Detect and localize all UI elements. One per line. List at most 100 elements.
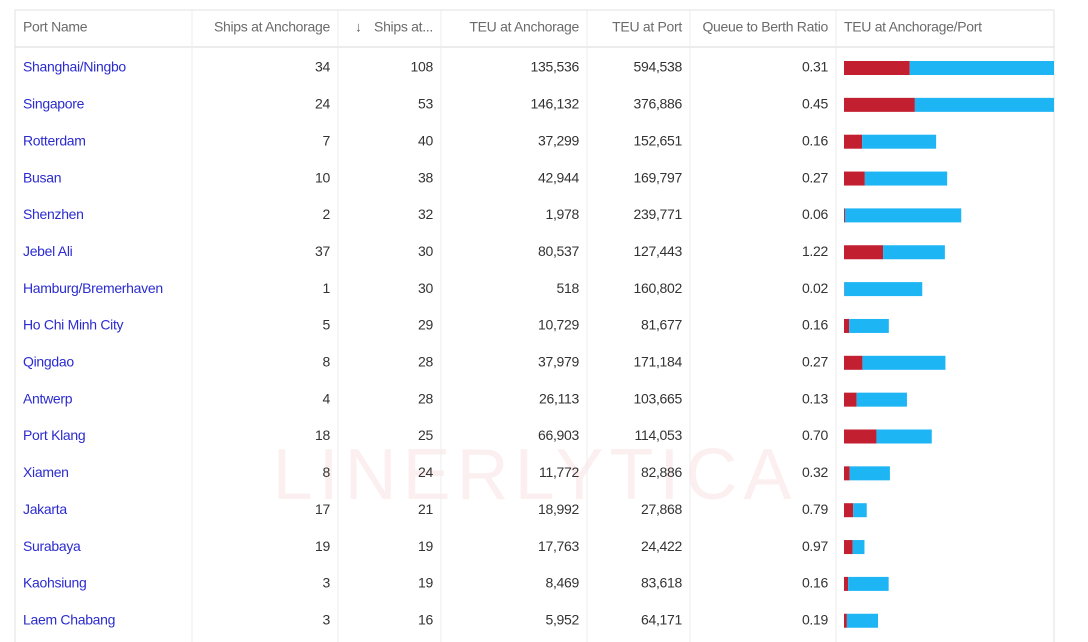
port-name: Hamburg/Bremerhaven: [23, 280, 163, 296]
bar-port: [853, 503, 867, 518]
cell: 5,952: [545, 611, 579, 627]
sort-arrow[interactable]: ↓: [355, 19, 362, 35]
bar-port: [844, 208, 962, 223]
cell: 81,677: [641, 317, 683, 333]
header[interactable]: Ships at Anchorage: [214, 19, 331, 35]
watermark: LINERLYTICA: [273, 435, 798, 515]
bar-anchorage: [844, 429, 877, 444]
header[interactable]: TEU at Port: [612, 19, 683, 35]
cell: 24,422: [641, 538, 683, 554]
bar-port: [856, 392, 907, 407]
bar-port: [883, 245, 945, 260]
cell: 28: [418, 390, 433, 406]
cell: 594,538: [633, 59, 682, 75]
header[interactable]: Ships at...: [374, 19, 433, 35]
port-name: Singapore: [23, 96, 85, 112]
table-frame: [14, 9, 1055, 642]
cell: 376,886: [633, 96, 682, 112]
cell: 11,772: [539, 464, 579, 480]
cell: 42,944: [538, 169, 580, 185]
bar-anchorage: [844, 171, 865, 186]
bar-anchorage: [844, 208, 845, 223]
cell: 10: [315, 169, 330, 185]
bar-anchorage: [844, 503, 854, 518]
cell: 38: [418, 169, 433, 185]
bar-port: [846, 613, 879, 628]
cell: 108: [411, 59, 434, 75]
header[interactable]: TEU at Anchorage: [469, 19, 579, 35]
cell: 0.02: [802, 280, 829, 296]
cell: 37,979: [538, 354, 580, 370]
cell: 0.45: [802, 96, 829, 112]
bar-anchorage: [844, 576, 849, 591]
cell: 2: [323, 206, 331, 222]
port-name: Shenzhen: [23, 206, 84, 222]
bar-anchorage: [844, 540, 853, 555]
cell: 19: [418, 538, 433, 554]
bar-anchorage: [844, 245, 884, 260]
header[interactable]: TEU at Anchorage/Port: [844, 19, 982, 35]
header[interactable]: Queue to Berth Ratio: [702, 19, 828, 35]
cell: 53: [418, 96, 433, 112]
bar-port: [844, 282, 923, 297]
bar-port: [862, 134, 937, 149]
cell: 0.32: [802, 464, 829, 480]
cell: 8: [323, 354, 331, 370]
cell: 28: [418, 354, 433, 370]
cell: 18: [315, 427, 330, 443]
bar-port: [849, 466, 890, 481]
cell: 34: [315, 59, 330, 75]
cell: 26,113: [539, 390, 579, 406]
bar-anchorage: [844, 392, 857, 407]
cell: 1: [323, 280, 331, 296]
cell: 3: [323, 575, 331, 591]
port-name: Qingdao: [23, 354, 74, 370]
cell: 0.16: [802, 317, 829, 333]
cell: 8,469: [545, 575, 579, 591]
cell: 135,536: [530, 59, 579, 75]
cell: 17: [315, 501, 330, 517]
port-name: Antwerp: [23, 390, 73, 406]
port-name: Jakarta: [23, 501, 67, 517]
cell: 0.27: [802, 169, 829, 185]
bar-port: [852, 540, 865, 555]
bar-port: [849, 318, 889, 333]
cell: 5: [323, 317, 331, 333]
cell: 21: [418, 501, 433, 517]
cell: 0.16: [802, 575, 829, 591]
cell: 27,868: [641, 501, 683, 517]
port-name: Surabaya: [23, 538, 81, 554]
cell: 1,978: [545, 206, 579, 222]
cell: 239,771: [633, 206, 682, 222]
cell: 160,802: [633, 280, 682, 296]
cell: 4: [323, 390, 331, 406]
cell: 30: [418, 280, 433, 296]
cell: 0.70: [802, 427, 829, 443]
cell: 171,184: [633, 354, 682, 370]
cell: 37,299: [538, 132, 580, 148]
cell: 24: [315, 96, 330, 112]
cell: 10,729: [538, 317, 580, 333]
cell: 114,053: [635, 427, 683, 443]
cell: 518: [557, 280, 580, 296]
cell: 8: [323, 464, 331, 480]
cell: 0.16: [802, 132, 829, 148]
cell: 169,797: [633, 169, 682, 185]
bar-port: [876, 429, 932, 444]
cell: 0.27: [802, 354, 829, 370]
bar-anchorage: [844, 466, 850, 481]
cell: 0.19: [802, 611, 829, 627]
cell: 66,903: [538, 427, 580, 443]
cell: 17,763: [538, 538, 580, 554]
cell: 1.22: [802, 243, 829, 259]
header[interactable]: Port Name: [23, 19, 88, 35]
cell: 19: [418, 575, 433, 591]
bar-port: [848, 576, 889, 591]
cell: 80,537: [538, 243, 580, 259]
cell: 103,665: [633, 390, 682, 406]
cell: 7: [323, 132, 331, 148]
bar-anchorage: [844, 613, 847, 628]
cell: 0.13: [802, 390, 829, 406]
